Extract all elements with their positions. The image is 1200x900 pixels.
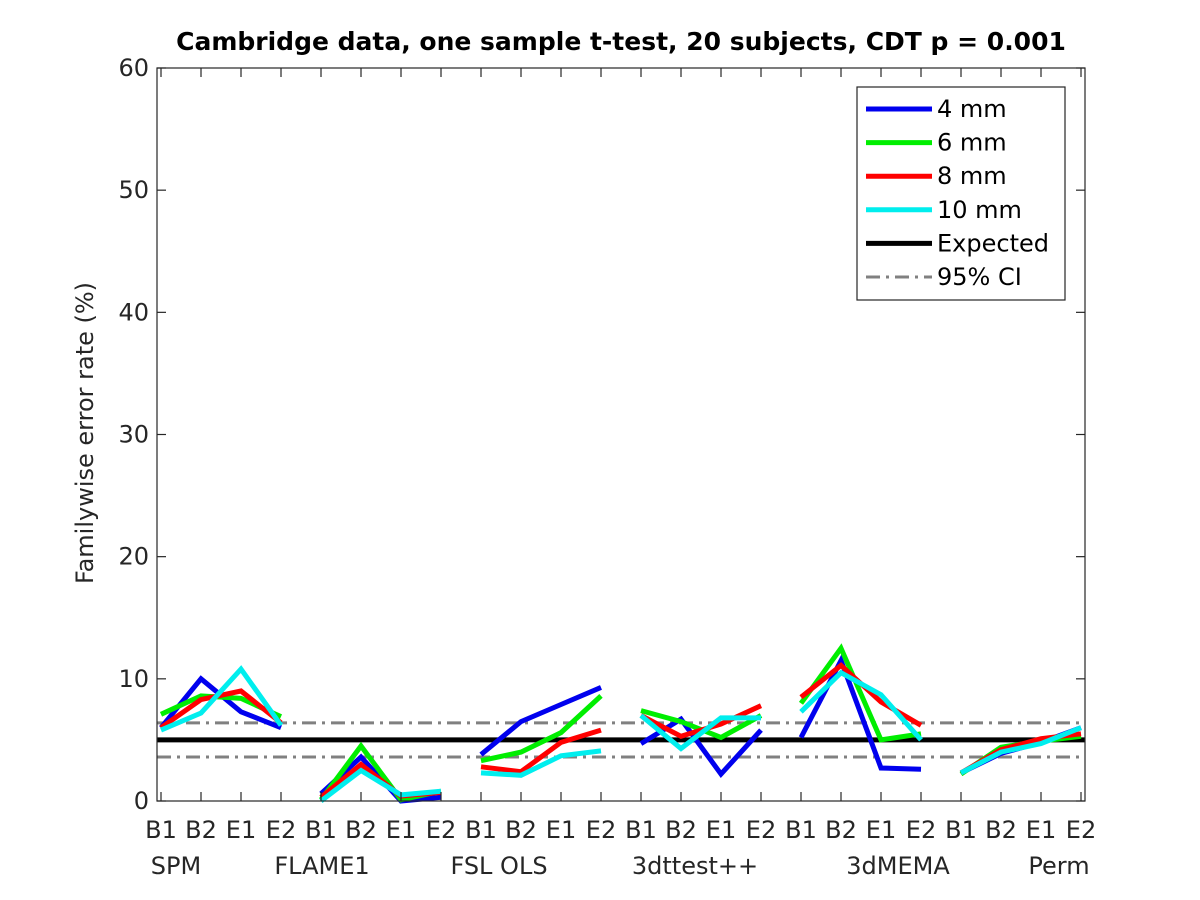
legend-entry: 4 mm xyxy=(937,95,1007,123)
x-tick-label: B2 xyxy=(665,816,697,844)
x-tick-label: B1 xyxy=(785,816,817,844)
x-tick-label: B1 xyxy=(465,816,497,844)
y-tick-label: 10 xyxy=(118,665,149,693)
x-tick-label: B2 xyxy=(345,816,377,844)
series-line-10-mm-4 xyxy=(639,713,761,752)
x-tick-label: B2 xyxy=(185,816,217,844)
x-tick-label: E1 xyxy=(1026,816,1056,844)
x-tick-label: B2 xyxy=(985,816,1017,844)
x-tick-label: E1 xyxy=(546,816,576,844)
series-line-10-mm-2 xyxy=(319,767,442,803)
legend: 4 mm 6 mm 8 mm 10 mm Expected 95% CI xyxy=(856,86,1066,301)
y-axis-label: Familywise error rate (%) xyxy=(71,282,99,584)
x-tick-label: B1 xyxy=(625,816,657,844)
group-label: 3dttest++ xyxy=(632,852,758,880)
x-tick-label: E1 xyxy=(226,816,256,844)
legend-entry: Expected xyxy=(937,229,1049,257)
y-tick-label: 40 xyxy=(118,298,149,326)
y-tick-label: 20 xyxy=(118,543,149,571)
series-line-10-mm-6 xyxy=(959,725,1082,776)
x-tick-label: E1 xyxy=(866,816,896,844)
y-tick-label: 50 xyxy=(118,176,149,204)
x-tick-label: E2 xyxy=(586,816,616,844)
legend-entry: 6 mm xyxy=(937,129,1007,157)
legend-entry: 95% CI xyxy=(937,263,1022,291)
series-line-4-mm-3 xyxy=(479,685,602,757)
plot-lines xyxy=(157,643,1085,804)
x-tick-label: E2 xyxy=(1066,816,1096,844)
group-label: 3dMEMA xyxy=(846,852,950,880)
group-label: Perm xyxy=(1028,852,1089,880)
y-tick-label: 0 xyxy=(134,787,149,815)
x-tick-label: B1 xyxy=(945,816,977,844)
x-tick-label: E2 xyxy=(426,816,456,844)
series-line-8-mm-3 xyxy=(480,727,602,775)
series-line-10-mm-5 xyxy=(799,669,923,742)
series-line-4-mm-5 xyxy=(798,654,922,772)
y-tick-label: 30 xyxy=(118,421,149,449)
series-line-6-mm-3 xyxy=(480,694,603,764)
legend-box xyxy=(856,86,1066,301)
x-tick-label: E2 xyxy=(906,816,936,844)
x-tick-label: E2 xyxy=(746,816,776,844)
x-tick-label: B2 xyxy=(825,816,857,844)
legend-entry: 8 mm xyxy=(937,162,1007,190)
y-tick-label: 60 xyxy=(118,54,149,82)
x-tick-label: E1 xyxy=(386,816,416,844)
x-tick-label: B2 xyxy=(505,816,537,844)
group-label: FLAME1 xyxy=(274,852,369,880)
legend-entry: 10 mm xyxy=(937,196,1022,224)
series-line-8-mm-1 xyxy=(159,688,283,730)
group-label: SPM xyxy=(151,852,201,880)
axes: 0 10 20 30 40 50 60 B1 B2 E1 E2 B1 B2 E1 E2 B1 B2 E1 E2 B1 B… xyxy=(118,54,1096,880)
group-label: FSL OLS xyxy=(450,852,547,880)
chart-title: Cambridge data, one sample t-test, 20 su… xyxy=(176,27,1066,56)
x-tick-label: E2 xyxy=(266,816,296,844)
x-tick-label: E1 xyxy=(706,816,736,844)
series-line-10-mm-3 xyxy=(480,748,602,778)
series-line-10-mm-1 xyxy=(160,665,284,733)
x-tick-label: B1 xyxy=(145,816,177,844)
series-line-6-mm-5 xyxy=(798,643,922,743)
x-tick-label: B1 xyxy=(305,816,337,844)
